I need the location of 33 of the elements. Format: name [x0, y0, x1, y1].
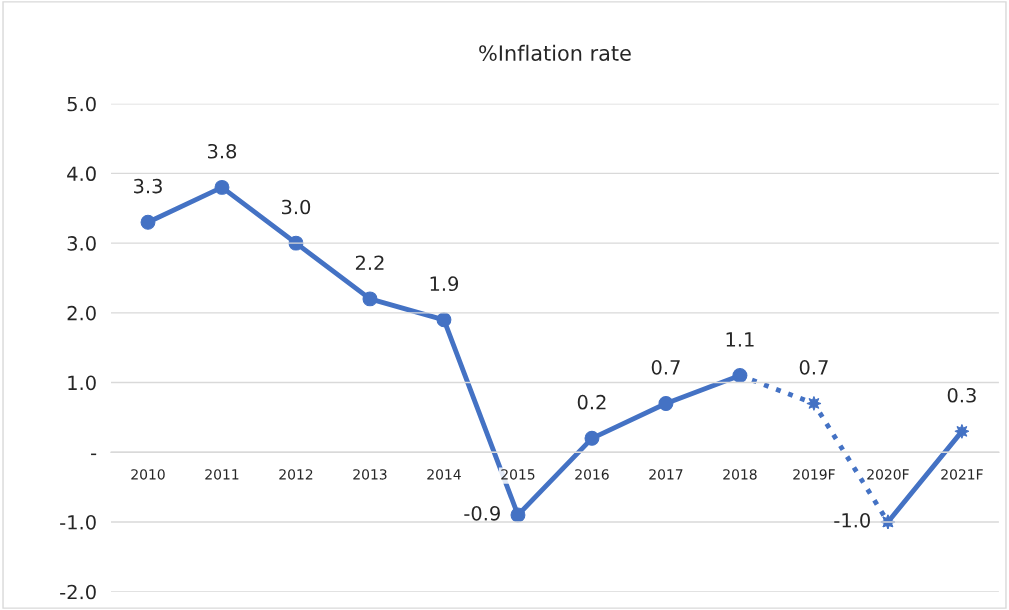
data-label: 1.9 — [430, 276, 459, 292]
x-tick-label: 2018 — [723, 469, 757, 480]
y-tick-label: 5.0 — [67, 96, 96, 112]
chart-title: %Inflation rate — [479, 44, 631, 61]
y-tick-label: - — [91, 453, 97, 456]
y-tick-label: 1.0 — [68, 375, 96, 391]
data-label: 0.2 — [577, 394, 606, 410]
x-tick-label: 2014 — [427, 469, 461, 480]
data-label: 3.8 — [208, 143, 237, 159]
y-tick-label: 3.0 — [67, 236, 96, 251]
data-label: -0.9 — [464, 505, 500, 521]
data-label: 3.0 — [281, 199, 311, 215]
x-tick-label: 2015 — [501, 469, 535, 480]
data-label: -1.0 — [834, 512, 870, 528]
x-tick-label: 2010 — [131, 469, 165, 480]
y-tick-label: -1.0 — [60, 514, 96, 530]
y-tick-label: -2.0 — [60, 584, 96, 600]
data-label: 2.2 — [355, 255, 384, 270]
data-label: 0.3 — [947, 387, 976, 403]
x-tick-label: 2017 — [649, 469, 683, 480]
x-tick-label: 2011 — [205, 469, 239, 480]
x-tick-label: 2020F — [867, 469, 909, 480]
x-tick-label: 2019F — [793, 469, 835, 480]
x-tick-label: 2012 — [279, 469, 313, 480]
x-tick-label: 2013 — [353, 469, 387, 480]
x-tick-label: 2016 — [575, 469, 609, 480]
x-tick-label: 2021F — [941, 469, 983, 480]
data-label: 3.3 — [134, 178, 162, 194]
y-tick-label: 2.0 — [67, 305, 96, 321]
y-tick-label: 4.0 — [67, 166, 96, 182]
data-label: 1.1 — [726, 332, 754, 347]
data-label: 0.7 — [651, 360, 680, 375]
data-label: 0.7 — [799, 360, 828, 375]
